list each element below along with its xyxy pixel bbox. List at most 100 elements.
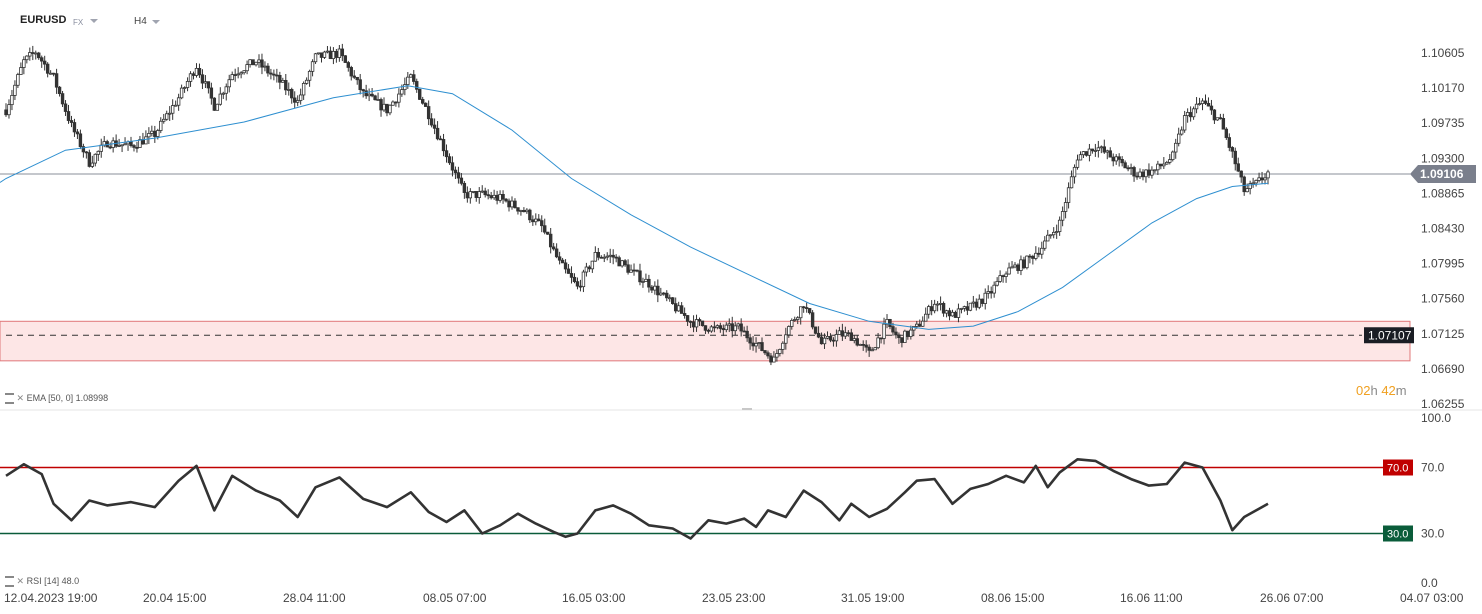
candle [1007,262,1011,275]
rsi-remove-icon[interactable]: ✕ [16,576,25,586]
candle-body-up [298,94,303,101]
candle-body-up [227,79,231,88]
candle [816,326,821,339]
candle-body-up [194,67,199,76]
rsi-menu-icon[interactable] [5,576,14,588]
candle-body-up [870,349,874,352]
candle [977,294,981,310]
candle [87,149,92,168]
rsi-indicator-label[interactable]: ✕ RSI [14] 48.0 [5,576,79,588]
candle-body-up [924,313,928,322]
candle-body-down [1227,137,1232,148]
candle [221,91,225,99]
level-line-tag: 1.07107 [1364,327,1414,344]
candle [432,118,437,135]
candle-body-down [1031,256,1035,259]
candle [644,273,648,282]
candle-body-up [605,255,609,258]
candle-body-up [96,150,100,155]
candle-body-up [724,324,728,331]
candle [99,138,103,158]
candle [310,59,315,77]
ema-indicator-label[interactable]: ✕ EMA [50, 0] 1.08998 [5,393,109,405]
candle [340,43,345,62]
candle-body-down [891,326,895,333]
candle-body-up [325,50,330,53]
candle [793,316,797,322]
candle-body-down [855,338,859,346]
candle [671,296,675,305]
candle-body-up [1019,259,1023,271]
candle-body-down [260,59,264,68]
candle [1227,133,1232,152]
ema-value: 1.08998 [75,393,109,403]
candle-body-down [444,150,449,158]
symbol-label[interactable]: EURUSD [20,14,67,26]
candle [513,198,517,209]
candle-body-down [1037,252,1041,255]
candle-body-up [10,95,14,106]
candle-body-up [1051,231,1056,236]
candle [185,77,190,92]
candle [1075,154,1080,170]
candle-body-down [516,207,520,212]
candle [57,85,62,97]
candle [495,190,499,205]
rsi-level-tag: 30.0 [1383,525,1413,542]
candle [438,135,443,141]
candle-body-up [403,84,407,91]
candle-body-down [504,198,508,202]
ema-remove-icon[interactable]: ✕ [16,393,25,403]
candle-body-down [1218,117,1223,120]
candle [903,329,907,343]
candle-body-down [1230,147,1234,152]
candle [1105,149,1109,160]
candle-body-down [742,330,746,333]
candle-body-down [611,254,615,258]
candle-body-down [1102,146,1106,153]
candle [159,117,163,134]
symbol-dropdown-chevron-down-icon[interactable] [90,19,98,23]
candle-body-up [781,342,785,350]
candle-body-up [1156,163,1160,171]
timeframe-label[interactable]: H4 [134,16,147,27]
candle-body-down [1239,170,1243,178]
candle [566,264,571,274]
candle-body-down [420,99,425,104]
candle [733,321,737,336]
candle-body-up [944,310,949,314]
candle-body-down [807,308,812,314]
rsi-axis-tick: 30.0 [1421,527,1445,541]
timeframe-dropdown-chevron-down-icon[interactable] [152,20,160,24]
candle-body-up [1263,177,1267,181]
candle-body-down [465,192,470,199]
candle-body-down [974,301,979,308]
time-axis-tick: 20.04 15:00 [143,591,207,605]
candle-body-up [331,50,336,60]
candle [775,349,779,362]
rsi-axis-tick: 0.0 [1421,576,1438,590]
candle [772,351,776,363]
candle-body-up [19,67,23,75]
candle-body-down [42,60,47,65]
candle [849,328,854,341]
candle-body-up [519,210,523,212]
candle-body-up [852,338,856,341]
candle-body-up [1060,211,1065,221]
price-axis-tick: 1.06690 [1421,362,1465,376]
candle-body-down [801,306,806,309]
candle-body-down [40,57,44,62]
candle [1117,153,1121,167]
candle [209,82,214,105]
candle [230,71,234,81]
candle [554,243,559,259]
ema-menu-icon[interactable] [5,393,14,405]
candle [358,73,362,95]
candle [447,153,452,165]
candle [45,62,50,78]
candle [659,287,663,297]
candle-body-down [763,350,767,354]
candle-body-up [676,305,681,312]
candle-body-up [468,191,473,199]
